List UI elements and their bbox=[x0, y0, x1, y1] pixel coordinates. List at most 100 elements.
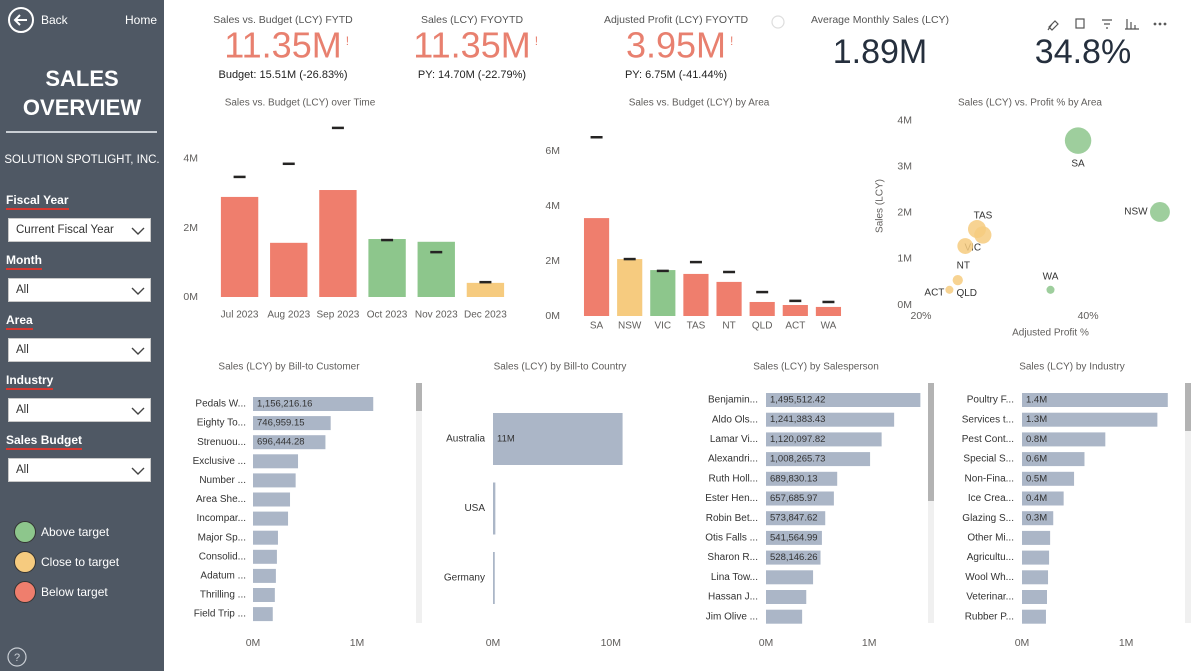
x-tick-label: VIC bbox=[654, 321, 671, 332]
y-tick-label: 3M bbox=[897, 161, 912, 173]
category-label: Glazing S... bbox=[962, 513, 1014, 524]
bar bbox=[1022, 609, 1046, 624]
category-label: Ester Hen... bbox=[705, 493, 758, 504]
filter-dropdown[interactable]: All bbox=[8, 458, 151, 482]
more-icon[interactable] bbox=[1163, 22, 1167, 26]
x-axis-label: Adjusted Profit % bbox=[1012, 328, 1089, 339]
chevron-path[interactable] bbox=[131, 227, 145, 235]
filter-dropdown[interactable]: All bbox=[8, 338, 151, 362]
x-tick-label: 1M bbox=[1119, 637, 1134, 649]
filter-dropdown[interactable]: Current Fiscal Year bbox=[8, 218, 151, 242]
filter-value[interactable]: All bbox=[16, 284, 29, 296]
bar bbox=[766, 412, 895, 427]
filter-icon[interactable] bbox=[1102, 19, 1112, 29]
filter-dropdown[interactable]: All bbox=[8, 278, 151, 302]
category-label: Other Mi... bbox=[967, 533, 1014, 544]
bar bbox=[493, 413, 623, 465]
category-label: Exclusive ... bbox=[193, 456, 246, 467]
more-icon[interactable] bbox=[1153, 22, 1157, 26]
filter-value[interactable]: All bbox=[16, 464, 29, 476]
back-button[interactable]: Back bbox=[41, 13, 68, 27]
category-label: Field Trip ... bbox=[194, 609, 246, 620]
scrollbar-thumb[interactable] bbox=[928, 383, 934, 501]
bar bbox=[749, 301, 775, 316]
category-label: Aldo Ols... bbox=[712, 414, 758, 425]
y-tick-label: 4M bbox=[545, 200, 560, 212]
pin-icon[interactable] bbox=[1047, 20, 1059, 31]
bar bbox=[253, 568, 276, 583]
data-label: 1,156,216.16 bbox=[257, 399, 312, 410]
category-label: Poultry F... bbox=[967, 395, 1014, 406]
copy-icon[interactable] bbox=[1075, 18, 1085, 29]
filter-value[interactable]: All bbox=[16, 404, 29, 416]
help-icon[interactable]: ? bbox=[6, 646, 28, 668]
x-tick-label: ACT bbox=[785, 321, 805, 332]
legend-label: Close to target bbox=[41, 555, 120, 569]
chevron[interactable] bbox=[131, 286, 145, 296]
filter-dropdown[interactable]: All bbox=[8, 398, 151, 422]
chevron[interactable] bbox=[131, 406, 145, 416]
chevron-path[interactable] bbox=[131, 287, 145, 295]
legend-swatch bbox=[14, 551, 36, 573]
chart-title: Sales (LCY) vs. Profit % by Area bbox=[958, 98, 1102, 109]
data-label: 746,959.15 bbox=[257, 418, 305, 429]
category-label: Rubber P... bbox=[965, 611, 1014, 622]
x-tick-label: 1M bbox=[862, 637, 877, 649]
scrollbar-thumb[interactable] bbox=[416, 383, 422, 411]
kpi-note: PY: 6.75M (-41.44%) bbox=[625, 69, 727, 81]
visual-header-icons[interactable] bbox=[771, 15, 1167, 31]
x-tick-label: 40% bbox=[1078, 310, 1099, 322]
x-tick-label: 10M bbox=[601, 637, 621, 649]
category-label: Veterinar... bbox=[966, 592, 1014, 603]
bar bbox=[716, 281, 742, 316]
category-label: Alexandri... bbox=[708, 454, 758, 465]
chart-title: Sales vs. Budget (LCY) over Time bbox=[225, 98, 376, 109]
back-icon[interactable] bbox=[7, 6, 35, 34]
refresh-icon[interactable] bbox=[771, 15, 785, 29]
chevron-path[interactable] bbox=[131, 347, 145, 355]
x-tick-label: Oct 2023 bbox=[367, 310, 408, 321]
chevron[interactable] bbox=[131, 466, 145, 476]
kpi-title: Adjusted Profit (LCY) FYOYTD bbox=[604, 14, 749, 26]
chart-title: Sales (LCY) by Industry bbox=[1019, 362, 1125, 373]
chevron-path[interactable] bbox=[131, 407, 145, 415]
bar bbox=[493, 552, 495, 604]
filter-label: Fiscal Year bbox=[6, 193, 69, 210]
help-text[interactable]: ? bbox=[14, 652, 20, 664]
data-label: 1.3M bbox=[1026, 414, 1047, 425]
filter-value[interactable]: Current Fiscal Year bbox=[16, 224, 114, 236]
data-label: 1,241,383.43 bbox=[770, 414, 825, 425]
bar bbox=[493, 482, 496, 535]
category-label: Lina Tow... bbox=[711, 572, 758, 583]
point-label: QLD bbox=[956, 288, 977, 299]
category-label: USA bbox=[464, 503, 485, 514]
kpi-note: PY: 14.70M (-22.79%) bbox=[418, 69, 526, 81]
chevron[interactable] bbox=[131, 346, 145, 356]
focus-icon[interactable] bbox=[1125, 19, 1139, 30]
category-label: Thrilling ... bbox=[200, 590, 246, 601]
chevron-path[interactable] bbox=[131, 467, 145, 475]
y-tick-label: 0M bbox=[183, 291, 198, 303]
kpi-value: 11.35M bbox=[224, 25, 341, 66]
home-button[interactable]: Home bbox=[125, 13, 158, 27]
y-tick-label: 2M bbox=[897, 207, 912, 219]
y-tick-label: 4M bbox=[897, 115, 912, 127]
kpi-title: Sales vs. Budget (LCY) FYTD bbox=[213, 14, 353, 26]
filter-value[interactable]: All bbox=[16, 344, 29, 356]
bar bbox=[253, 549, 277, 564]
scrollbar-thumb[interactable] bbox=[1185, 383, 1191, 431]
bubble bbox=[952, 274, 963, 286]
report-title: SALES OVERVIEW bbox=[22, 66, 142, 120]
more-icon[interactable] bbox=[1158, 22, 1162, 26]
bar bbox=[766, 471, 838, 486]
data-label: 541,564.99 bbox=[770, 532, 818, 543]
point-label: TAS bbox=[974, 211, 993, 222]
point-label: NT bbox=[957, 261, 970, 272]
data-label: 11M bbox=[497, 434, 515, 445]
scrollbar-track bbox=[1185, 383, 1191, 623]
x-tick-label: 1M bbox=[350, 637, 365, 649]
chevron[interactable] bbox=[131, 226, 145, 236]
category-label: Number ... bbox=[199, 475, 246, 486]
bubble bbox=[1046, 285, 1055, 294]
